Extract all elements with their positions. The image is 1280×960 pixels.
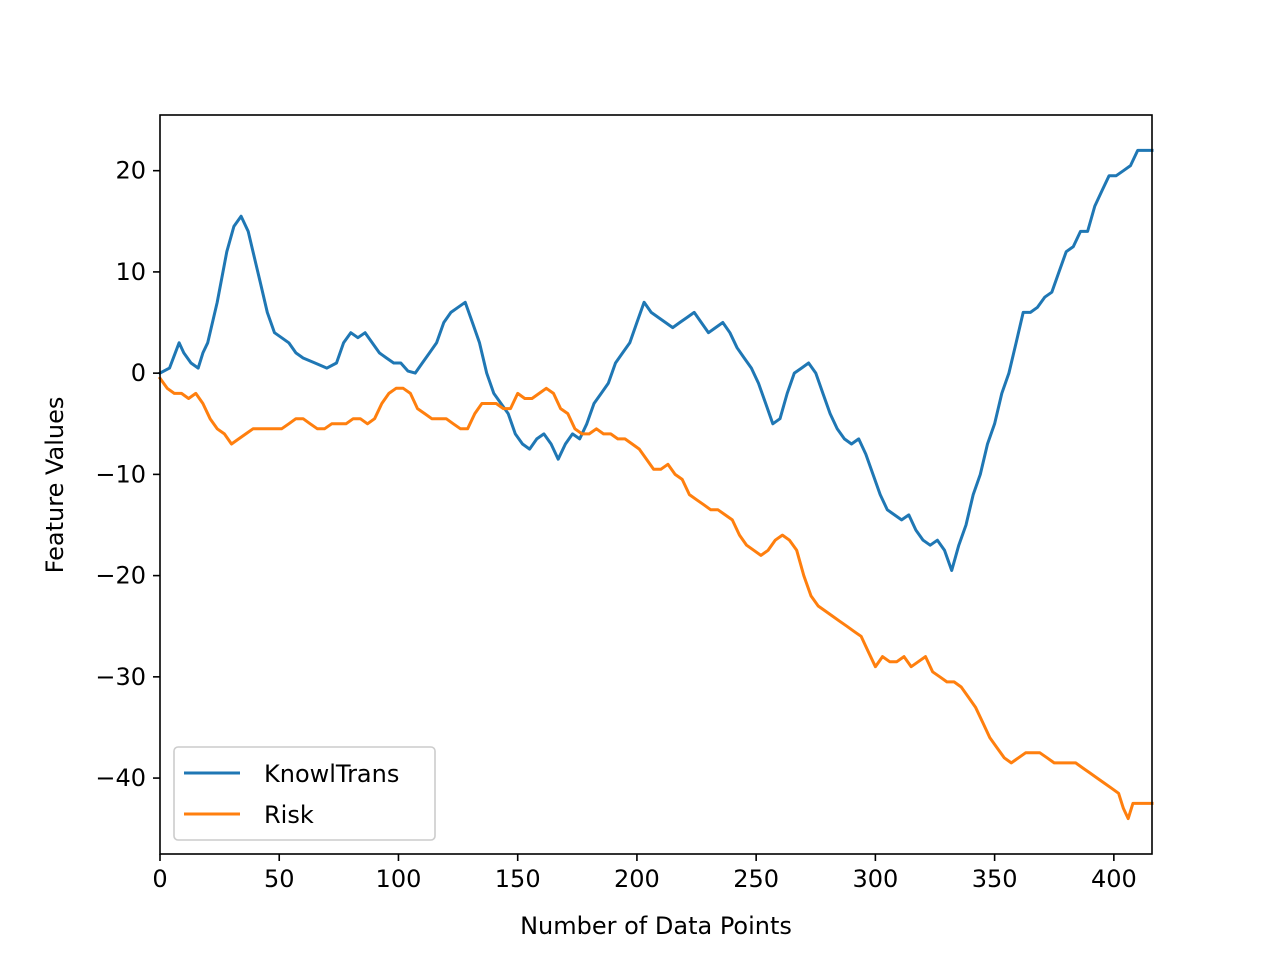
legend-label-risk: Risk (264, 801, 314, 829)
legend-box (173, 746, 436, 841)
plot-area (160, 115, 1152, 854)
series-line-knowltrans (157, 148, 1154, 572)
y-axis-label: Feature Values (41, 397, 69, 574)
x-axis-ticks: 0 50 100 150 200 250 300 350 400 (152, 854, 1137, 893)
x-tick-label: 50 (264, 865, 295, 893)
y-tick-label: 0 (131, 359, 146, 387)
x-tick-label: 400 (1091, 865, 1137, 893)
y-tick-label: −30 (95, 663, 146, 691)
x-tick-label: 200 (614, 865, 660, 893)
y-tick-label: 20 (115, 157, 146, 185)
x-tick-label: 150 (495, 865, 541, 893)
y-axis-ticks: 20 10 0 −10 −20 −30 −40 (95, 157, 160, 792)
x-tick-label: 350 (972, 865, 1018, 893)
x-tick-label: 0 (152, 865, 167, 893)
y-tick-label: 10 (115, 258, 146, 286)
legend-label-knowltrans: KnowlTrans (264, 760, 399, 788)
x-axis-label: Number of Data Points (520, 912, 792, 940)
y-tick-label: −20 (95, 562, 146, 590)
x-tick-label: 300 (852, 865, 898, 893)
y-tick-label: −40 (95, 764, 146, 792)
series-line-risk (157, 376, 1154, 821)
series-layer (157, 148, 1154, 821)
y-tick-label: −10 (95, 460, 146, 488)
legend: KnowlTrans Risk (173, 746, 436, 841)
x-tick-label: 250 (733, 865, 779, 893)
x-tick-label: 100 (376, 865, 422, 893)
plot-frame (159, 114, 1153, 855)
